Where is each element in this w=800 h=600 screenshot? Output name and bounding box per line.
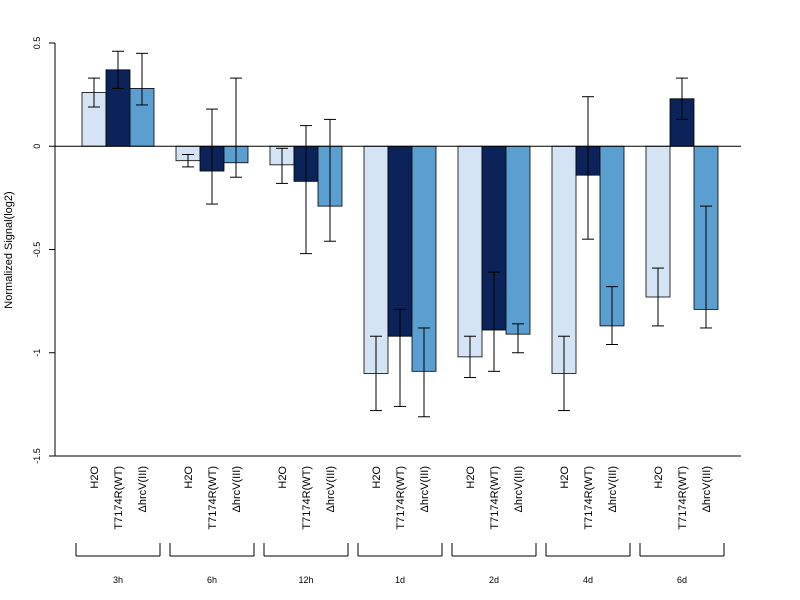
group-label: 3h (113, 575, 123, 585)
bar-label: T7174R(WT) (395, 466, 407, 530)
y-tick-label: -0.5 (32, 242, 42, 258)
group-label: 6d (677, 575, 687, 585)
bar-label: ΔhrcV(III) (607, 466, 619, 512)
bar-label: ΔhrcV(III) (137, 466, 149, 512)
group-brackets: 3h 6h 12h 1d 2d 4d 6d (75, 543, 725, 585)
y-tick-label: -1 (32, 349, 42, 357)
bar-label: H2O (183, 466, 195, 489)
bar-label: ΔhrcV(III) (231, 466, 243, 512)
bar-label: ΔhrcV(III) (701, 466, 713, 512)
bar-label: ΔhrcV(III) (419, 466, 431, 512)
bar (505, 145, 531, 335)
bar (457, 145, 483, 358)
bar-label: T7174R(WT) (301, 466, 313, 530)
group-label: 6h (207, 575, 217, 585)
bar-label: ΔhrcV(III) (513, 466, 525, 512)
bar-label: T7174R(WT) (113, 466, 125, 530)
y-axis-label: Normalized Signal(log2) (3, 191, 15, 308)
bar-label: T7174R(WT) (489, 466, 501, 530)
error-bars (88, 50, 712, 418)
group-label: 12h (298, 575, 313, 585)
y-tick-label: -1.5 (32, 448, 42, 464)
y-axis: 0.5 0 -0.5 -1 -1.5 (32, 37, 56, 464)
x-tick-labels: H2O T7174R(WT) ΔhrcV(III) H2O T7174R(WT) Δhrc… (89, 466, 713, 530)
y-tick-label: 0.5 (32, 37, 42, 50)
group-label: 1d (395, 575, 405, 585)
bar-label: H2O (277, 466, 289, 489)
bar-label: H2O (559, 466, 571, 489)
bars (55, 69, 741, 457)
group-label: 2d (489, 575, 499, 585)
bar-label: H2O (371, 466, 383, 489)
bar-label: ΔhrcV(III) (325, 466, 337, 512)
group-label: 4d (583, 575, 593, 585)
bar-label: T7174R(WT) (583, 466, 595, 530)
bar-label: T7174R(WT) (207, 466, 219, 530)
bar (551, 145, 577, 374)
bar-label: H2O (465, 466, 477, 489)
bar (387, 145, 413, 337)
y-tick-label: 0 (32, 144, 42, 149)
bar-label: H2O (89, 466, 101, 489)
bar-label: H2O (653, 466, 665, 489)
bar-label: T7174R(WT) (677, 466, 689, 530)
